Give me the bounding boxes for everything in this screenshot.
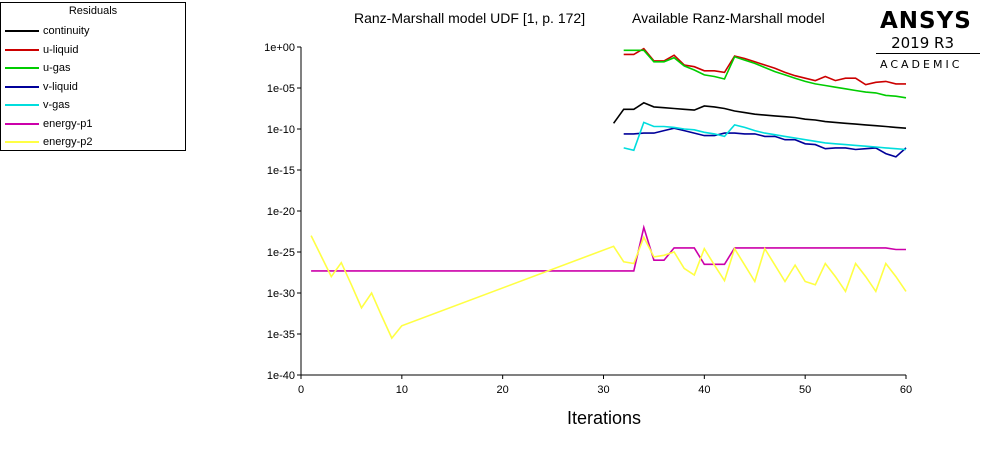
legend-swatch xyxy=(5,141,39,143)
legend-entry-u-gas: u-gas xyxy=(5,60,71,76)
logo-rule xyxy=(876,53,980,54)
series-line-energy-p2 xyxy=(310,235,907,340)
x-tick-label: 40 xyxy=(698,384,710,396)
y-tick-label: 1e+00 xyxy=(264,42,295,54)
logo-version: 2019 R3 xyxy=(891,34,954,52)
legend-entry-energy-p2: energy-p2 xyxy=(5,134,93,150)
legend-entry-energy-p1: energy-p1 xyxy=(5,116,93,132)
x-tick-label: 30 xyxy=(597,384,609,396)
legend-swatch xyxy=(5,122,39,125)
x-tick-label: 50 xyxy=(799,384,811,396)
legend-label: energy-p2 xyxy=(43,136,93,148)
legend-title: Residuals xyxy=(68,5,118,17)
legend-entry-continuity: continuity xyxy=(5,23,89,39)
y-tick-label: 1e-10 xyxy=(267,124,295,136)
series-line-energy-p1 xyxy=(311,224,906,272)
legend: Residuals continuity u-liquid u-gas v-liqui… xyxy=(0,2,186,151)
legend-entry-v-liquid: v-liquid xyxy=(5,79,78,95)
axes xyxy=(297,46,907,379)
x-tick-label: 10 xyxy=(396,384,408,396)
y-tick-label: 1e-30 xyxy=(267,288,295,300)
ansys-logo: ANSYS 2019 R3 ACADEMIC xyxy=(872,8,982,71)
legend-swatch xyxy=(5,30,39,32)
legend-swatch xyxy=(5,104,39,106)
logo-brand: ANSYS xyxy=(880,8,972,34)
legend-swatch xyxy=(5,85,39,88)
chart-title-right: Available Ranz-Marshall model xyxy=(632,10,825,26)
series-line-u-gas xyxy=(623,49,907,99)
chart-title-left: Ranz-Marshall model UDF [1, p. 172] xyxy=(354,10,586,26)
y-tick-label: 1e-35 xyxy=(267,329,295,341)
legend-label: continuity xyxy=(43,25,90,37)
tick-labels: 0 10 20 30 40 50 60 1e+00 1e-05 1e-10 1e-15 1e-20 1e… xyxy=(264,42,912,396)
x-tick-label: 20 xyxy=(497,384,509,396)
logo-edition: ACADEMIC xyxy=(880,58,963,71)
y-tick-label: 1e-25 xyxy=(267,247,295,259)
y-tick-label: 1e-20 xyxy=(267,206,295,218)
series-line-continuity xyxy=(612,101,907,129)
legend-swatch xyxy=(5,48,39,51)
legend-label: u-gas xyxy=(43,62,71,74)
legend-swatch xyxy=(5,67,39,69)
legend-label: u-liquid xyxy=(43,43,79,56)
y-tick-label: 1e-15 xyxy=(267,165,295,177)
x-tick-label: 60 xyxy=(900,384,912,396)
series-line-v-liquid xyxy=(623,127,907,158)
y-tick-label: 1e-05 xyxy=(267,83,295,95)
legend-entry-u-liquid: u-liquid xyxy=(5,42,78,58)
series-line-u-liquid xyxy=(623,47,906,86)
legend-label: v-liquid xyxy=(43,80,78,93)
legend-label: v-gas xyxy=(43,99,70,111)
series-layer xyxy=(310,47,907,340)
x-tick-label: 0 xyxy=(298,384,304,396)
legend-label: energy-p1 xyxy=(43,117,93,130)
legend-entry-v-gas: v-gas xyxy=(5,97,70,113)
x-axis-title: Iterations xyxy=(567,408,641,428)
y-tick-label: 1e-40 xyxy=(267,370,295,382)
series-line-v-gas xyxy=(623,121,907,152)
